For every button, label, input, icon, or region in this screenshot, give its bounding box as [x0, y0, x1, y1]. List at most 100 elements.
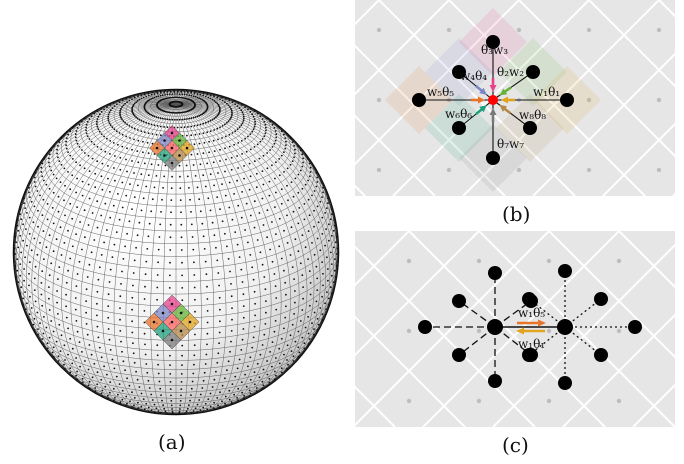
sphere-grid-point [261, 380, 264, 383]
arrowhead-left [516, 327, 524, 335]
sphere-grid-point [169, 274, 171, 277]
sphere-grid-point [81, 180, 84, 183]
sphere-grid-point [64, 214, 66, 217]
sphere-grid-point [264, 123, 267, 126]
sphere-grid-point [57, 210, 60, 213]
sphere-grid-point [22, 223, 24, 226]
sphere-grid-point [171, 410, 174, 413]
edge-4 [458, 71, 494, 101]
sphere-grid-point [230, 283, 232, 285]
sphere-grid-point [14, 236, 17, 239]
sphere-grid-point [309, 171, 312, 173]
sphere-grid-point [115, 103, 118, 106]
sphere-grid-point [58, 141, 61, 144]
grid-point [516, 167, 522, 173]
sphere-grid-point [249, 254, 252, 256]
sphere-grid-point [231, 113, 233, 115]
sphere-grid-point [262, 183, 265, 186]
sphere-grid-point [328, 239, 330, 242]
sphere-grid-point [319, 249, 322, 252]
sphere-grid-point [169, 96, 172, 99]
sphere-grid-point [155, 116, 158, 118]
sphere-grid-point [278, 158, 281, 160]
sphere-grid-point [39, 322, 41, 325]
sphere-grid-point [221, 96, 223, 99]
sphere-grid-point [34, 172, 37, 174]
sphere-grid-point [107, 117, 110, 120]
sphere-grid-point [146, 248, 149, 250]
sphere-grid-point [316, 289, 319, 291]
sphere-grid-point [69, 188, 72, 191]
sphere-grid-point [28, 191, 30, 194]
sphere-grid-point [209, 173, 212, 176]
grid-point [446, 167, 452, 173]
grid-point [476, 398, 482, 404]
sphere-grid-point [104, 385, 107, 388]
sphere-grid-point [190, 394, 192, 396]
sphere-grid-point [198, 142, 201, 145]
sphere-grid-point [155, 90, 158, 93]
sphere-grid-point [41, 162, 44, 165]
sphere-grid-point [121, 106, 123, 108]
sphere-grid-point [161, 117, 164, 120]
sphere-grid-point [240, 381, 243, 383]
sphere-grid-point [109, 104, 112, 106]
sphere-grid-point [88, 380, 91, 383]
sphere-grid-point [183, 118, 186, 121]
sphere-grid-point [64, 184, 66, 187]
sphere-grid-point [124, 102, 126, 105]
sphere-grid-point [156, 125, 159, 127]
sphere-grid-point [321, 216, 324, 219]
sphere-grid-point [52, 330, 55, 333]
sphere-grid-point [126, 147, 128, 150]
sphere-grid-point [261, 344, 264, 346]
sphere-grid-point [216, 196, 219, 199]
grid-lines [355, 231, 675, 427]
sphere-grid-point [67, 171, 69, 173]
sphere-grid-point [335, 253, 338, 255]
sphere-grid-point [307, 316, 309, 318]
sphere-grid-point [181, 344, 184, 347]
sphere-grid-point [151, 133, 154, 135]
sphere-grid-point [180, 126, 183, 129]
sphere-grid-point [204, 185, 207, 188]
sphere-grid-point [98, 113, 101, 116]
sphere-grid-point [231, 101, 234, 104]
sphere-grid-point [204, 260, 207, 263]
sphere-grid-point [196, 93, 199, 95]
sphere-grid-point [96, 146, 99, 148]
sphere-grid-point [138, 98, 141, 101]
sphere-grid-point [301, 274, 304, 277]
sphere-grid-point [219, 98, 221, 100]
sphere-grid-point [293, 156, 295, 159]
sphere-grid-point [230, 107, 232, 110]
sphere-grid-point [88, 344, 91, 346]
sphere-grid-point [164, 118, 167, 120]
sphere-grid-point [96, 226, 99, 229]
sphere-grid-point [213, 95, 216, 98]
sphere-grid-point [216, 397, 219, 399]
sphere-grid-point [63, 199, 65, 202]
sphere-grid-point [142, 96, 145, 99]
patch-cell-point [188, 320, 192, 324]
sphere-grid-point [88, 263, 91, 266]
sphere-grid-point [52, 173, 55, 176]
sphere-grid-point [132, 342, 134, 345]
label-w3: θ₃w₃ [481, 43, 508, 57]
sphere-grid-point [311, 242, 313, 244]
stencil-node [594, 292, 608, 306]
sphere-grid-point [228, 145, 231, 148]
sphere-grid-point [240, 268, 243, 271]
sphere-grid-point [207, 96, 210, 99]
sphere-grid-point [218, 296, 221, 299]
sphere-grid-point [303, 347, 306, 350]
sphere-grid-point [230, 401, 233, 404]
sphere-grid-point [118, 101, 121, 104]
sphere-grid-point [242, 316, 245, 319]
sphere-grid-point [33, 277, 36, 280]
sphere-grid-point [48, 165, 51, 168]
sphere-grid-point [221, 384, 224, 387]
label-w8: w₈θ₈ [519, 108, 546, 122]
sphere-grid-point [128, 384, 131, 387]
